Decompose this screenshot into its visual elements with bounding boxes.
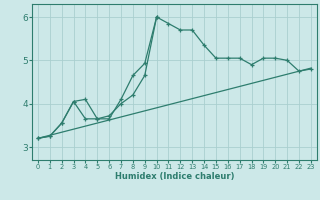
X-axis label: Humidex (Indice chaleur): Humidex (Indice chaleur): [115, 172, 234, 181]
